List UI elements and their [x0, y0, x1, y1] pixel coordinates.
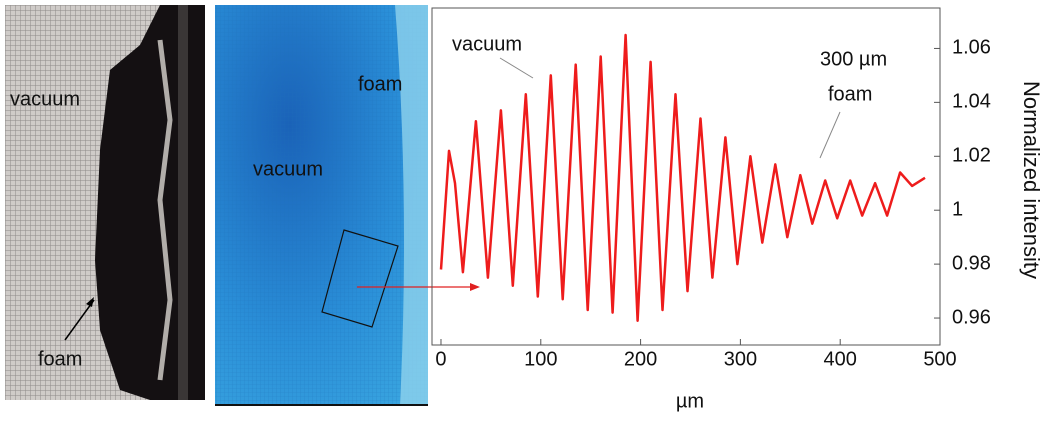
x-tick-label: 200: [624, 348, 657, 370]
photo-label: foam: [38, 348, 82, 370]
photo-label: vacuum: [10, 88, 80, 110]
photo-label: foam: [358, 73, 402, 95]
data-line: [439, 33, 926, 322]
x-axis-title: µm: [676, 390, 704, 412]
y-tick-label: 1: [952, 198, 963, 220]
photo-middle: foam vacuum: [215, 5, 480, 406]
leader: [819, 111, 841, 159]
y-tick-label: 1.02: [952, 145, 991, 167]
photo-label: vacuum: [253, 158, 323, 180]
annotation: 300 µm: [820, 48, 887, 70]
leader: [499, 57, 534, 79]
y-tick-label: 1.04: [952, 91, 991, 113]
y-tick-label: 0.98: [952, 252, 991, 274]
y-tick-label: 1.06: [952, 37, 991, 59]
x-tick-label: 500: [923, 348, 956, 370]
chart: 0.96 0.98 1 1.02 1.04 1.06 0 100 200 300 400 500 µm N…: [431, 7, 1044, 412]
annotation: foam: [828, 83, 872, 105]
x-tick-label: 100: [524, 348, 557, 370]
x-tick-label: 400: [824, 348, 857, 370]
photo-left: vacuum foam: [5, 5, 205, 400]
x-tick-label: 0: [435, 348, 446, 370]
y-axis-title: Normalized intensity: [1019, 81, 1044, 279]
y-tick-label: 0.96: [952, 306, 991, 328]
plot-frame: [431, 7, 941, 346]
x-tick-label: 300: [724, 348, 757, 370]
annotation: vacuum: [452, 33, 522, 55]
